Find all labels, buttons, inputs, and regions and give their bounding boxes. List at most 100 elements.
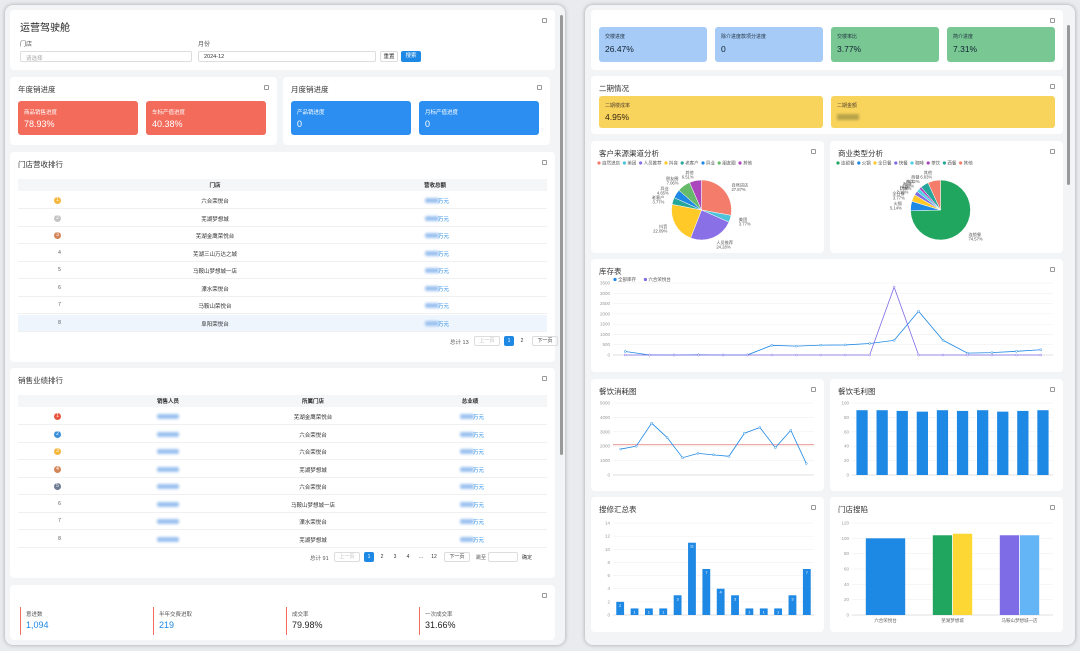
- pager-next[interactable]: 下一页: [532, 336, 558, 346]
- unit: 万元: [438, 199, 450, 205]
- point: [774, 446, 777, 449]
- pager-next[interactable]: 下一页: [444, 552, 470, 562]
- kpi-card: 简介进度 7.31%: [947, 27, 1055, 62]
- card-icon: [1050, 18, 1055, 23]
- slice-label: 其他: [685, 169, 694, 176]
- pager-page[interactable]: 3: [393, 554, 397, 560]
- legend-dot: [701, 161, 705, 165]
- card-title: 门店搜陷: [838, 505, 868, 514]
- point: [868, 353, 871, 357]
- slice-label: 异业: [660, 185, 668, 192]
- reset-button[interactable]: 重置: [380, 51, 398, 62]
- pager-page[interactable]: 4: [406, 554, 410, 560]
- point: [1039, 348, 1043, 352]
- bar: [865, 538, 906, 615]
- card-title: 销售业绩排行: [18, 376, 63, 385]
- pager-input[interactable]: [488, 552, 518, 562]
- y-tick-label: 8: [607, 560, 610, 565]
- blurred-value: [460, 536, 474, 542]
- pager-prev[interactable]: 上一页: [474, 336, 500, 346]
- blurred-value: [157, 484, 179, 489]
- bar: [1017, 410, 1029, 475]
- pager-page[interactable]: 1: [364, 552, 374, 562]
- legend-label: 美团: [627, 160, 636, 167]
- unit: 万元: [438, 304, 450, 310]
- pie-slice: [701, 179, 732, 216]
- slice-label: 全日餐: [892, 190, 905, 197]
- legend-label: 自然进店: [602, 160, 620, 167]
- search-button[interactable]: 搜索: [401, 51, 421, 62]
- card: 运营驾驶舱 门店 请选择 月份 2024-12 重置 搜索: [10, 10, 555, 70]
- pie-slice: [927, 179, 941, 211]
- point: [619, 447, 622, 451]
- card-title: 商业类型分析: [838, 149, 883, 158]
- point: [868, 342, 871, 345]
- column-header: 营收总额: [423, 183, 446, 189]
- point: [843, 353, 847, 357]
- slice-value: 22.09%: [653, 228, 667, 233]
- pager-total: 总计 91: [310, 556, 329, 562]
- pager-page[interactable]: 2: [380, 554, 384, 560]
- bar: [659, 608, 668, 615]
- kpi-label: 交楼率比: [837, 34, 858, 40]
- kpi-label: 简介进度: [953, 34, 974, 40]
- blurred-value: [157, 536, 179, 542]
- y-tick-label: 20: [844, 458, 850, 463]
- x-tick-label: 马鞍山梦想城一店: [1002, 617, 1038, 624]
- pager-page[interactable]: …: [418, 554, 424, 560]
- kpi: 半年交费进取 219: [153, 607, 273, 635]
- month-picker[interactable]: 2024-12: [198, 51, 376, 62]
- slice-value: 24.28%: [716, 245, 730, 250]
- store-name: 芜湖金鹰荣悦台: [195, 234, 235, 240]
- pager-prev[interactable]: 上一页: [334, 552, 360, 562]
- store-select[interactable]: 请选择: [20, 51, 192, 62]
- unit: 万元: [473, 485, 485, 491]
- y-tick-label: 1000: [600, 458, 611, 463]
- blurred-value: [425, 198, 439, 203]
- point: [721, 353, 725, 357]
- card-title: 库存表: [599, 267, 622, 276]
- point: [990, 353, 994, 357]
- progress-value: 0: [297, 119, 303, 129]
- blurred-value: [425, 268, 439, 273]
- point: [770, 344, 774, 347]
- table-row: 8 阜阳荣悦台 万元: [18, 314, 547, 332]
- bar-label: 4: [720, 590, 723, 595]
- slice-label: 茶饮: [906, 178, 915, 185]
- series-line: [625, 310, 1041, 356]
- legend-dot: [836, 161, 840, 165]
- store-name: 芜湖梦想城: [299, 467, 327, 474]
- slice-value: 1.85%: [899, 186, 911, 191]
- pager-page[interactable]: 1: [504, 336, 514, 346]
- card-title: 客户来源渠道分析: [599, 149, 659, 158]
- store-name: 马鞍山荣悦台: [198, 304, 232, 310]
- legend-dot: [643, 277, 647, 282]
- card: 月度销进度 产品销进度 0 月标产值进度 0: [283, 77, 550, 145]
- slice-value: 6.83%: [920, 174, 932, 179]
- bar: [802, 569, 811, 615]
- slice-value: 3.77%: [893, 196, 905, 201]
- point: [795, 353, 798, 357]
- progress-value: 78.93%: [24, 119, 55, 129]
- blurred-value: [157, 466, 179, 472]
- pager-page[interactable]: 2: [520, 338, 524, 344]
- unit: 万元: [438, 251, 450, 258]
- progress-label: 车标产值进度: [152, 110, 186, 116]
- slice-value: 2.16%: [896, 190, 908, 195]
- legend-dot: [942, 161, 946, 165]
- blurred-value: [157, 449, 179, 454]
- store-name: 马鞍山梦想城一店: [290, 502, 335, 509]
- point: [712, 453, 715, 457]
- pager-confirm[interactable]: 确定: [522, 555, 533, 561]
- rank: 7: [58, 302, 61, 308]
- bar-label: 11: [690, 544, 695, 549]
- legend-label: 全日餐: [878, 160, 892, 167]
- y-tick-label: 60: [844, 567, 850, 572]
- column-header: 销售人员: [156, 399, 179, 405]
- pager-page[interactable]: 12: [431, 554, 437, 560]
- field-label: 门店: [20, 42, 33, 48]
- bar-label: 1: [633, 609, 636, 614]
- y-tick-label: 5000: [600, 401, 611, 406]
- y-tick-label: 0: [846, 613, 849, 618]
- table-row: 8 芜湖梦想城 万元: [18, 531, 547, 548]
